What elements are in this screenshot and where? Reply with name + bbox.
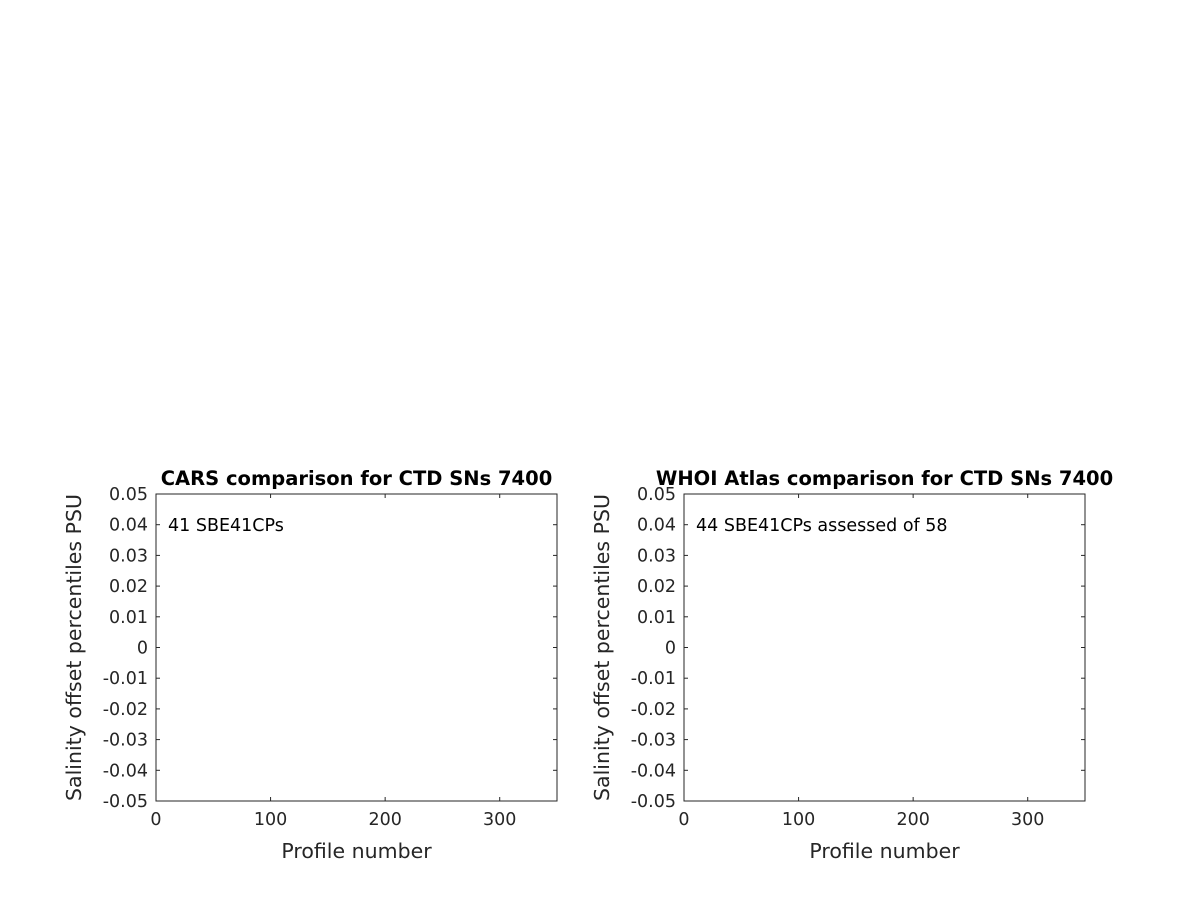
chart-title: CARS comparison for CTD SNs 7400 <box>161 467 553 490</box>
axes-frame <box>155 493 558 802</box>
y-tick-label: 0.04 <box>109 516 148 536</box>
y-tick-label: 0.01 <box>109 608 148 628</box>
axes-frame <box>683 493 1086 802</box>
chart-panel-cars: Profile number Salinity offset percentil… <box>62 467 558 863</box>
x-axis-label: Profile number <box>281 839 432 863</box>
y-tick-label: -0.05 <box>103 792 148 812</box>
x-tick-label: 0 <box>150 810 161 830</box>
y-tick-label: 0.01 <box>637 608 676 628</box>
x-tick-label: 300 <box>483 810 516 830</box>
y-tick-label: 0.03 <box>637 546 676 566</box>
x-tick-label: 200 <box>896 810 929 830</box>
y-tick-label: -0.01 <box>103 669 148 689</box>
x-tick-label: 200 <box>368 810 401 830</box>
y-tick-label: -0.03 <box>103 731 148 751</box>
y-tick-label: -0.05 <box>631 792 676 812</box>
y-tick-label: 0.02 <box>109 577 148 597</box>
x-tick-label: 100 <box>254 810 287 830</box>
y-tick-label: 0.04 <box>637 516 676 536</box>
x-tick-label: 0 <box>678 810 689 830</box>
y-axis-label: Salinity offset percentiles PSU <box>590 494 614 801</box>
y-tick-label: 0.05 <box>109 485 148 505</box>
y-tick-label: -0.02 <box>631 700 676 720</box>
y-tick-label: 0.05 <box>637 485 676 505</box>
y-tick-label: -0.03 <box>631 731 676 751</box>
y-tick-label: -0.04 <box>103 761 148 781</box>
chart-panel-whoi: Profile number Salinity offset percentil… <box>590 467 1113 863</box>
y-tick-label: -0.02 <box>103 700 148 720</box>
y-tick-label: -0.01 <box>631 669 676 689</box>
annotation-text: 41 SBE41CPs <box>168 516 284 536</box>
x-tick-label: 300 <box>1011 810 1044 830</box>
chart-title: WHOI Atlas comparison for CTD SNs 7400 <box>656 467 1113 490</box>
x-tick-label: 100 <box>782 810 815 830</box>
y-tick-label: 0.03 <box>109 546 148 566</box>
x-axis-label: Profile number <box>809 839 960 863</box>
y-axis-label: Salinity offset percentiles PSU <box>62 494 86 801</box>
y-tick-label: -0.04 <box>631 761 676 781</box>
y-tick-label: 0 <box>137 639 148 659</box>
y-tick-label: 0 <box>665 639 676 659</box>
y-tick-label: 0.02 <box>637 577 676 597</box>
annotation-text: 44 SBE41CPs assessed of 58 <box>696 516 948 536</box>
